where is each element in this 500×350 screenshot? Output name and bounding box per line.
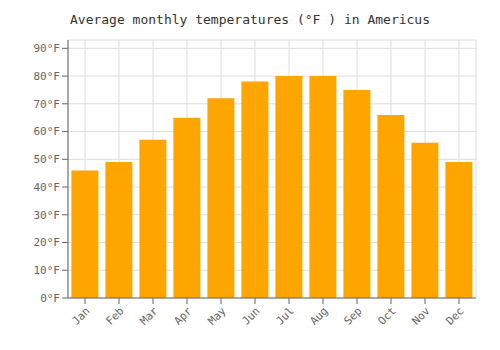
svg-text:Feb: Feb (103, 304, 126, 327)
svg-text:Apr: Apr (171, 304, 195, 328)
svg-text:Oct: Oct (375, 304, 398, 327)
svg-text:Mar: Mar (137, 304, 161, 328)
html-text:Average monthly temperatures (: Average monthly temperatures (°F ) in Am… (70, 12, 430, 27)
svg-text:Jun: Jun (239, 304, 262, 327)
svg-text:20°F: 20°F (34, 236, 61, 249)
svg-text:30°F: 30°F (34, 209, 61, 222)
svg-text:40°F: 40°F (34, 181, 61, 194)
svg-text:Dec: Dec (443, 304, 466, 327)
svg-text:50°F: 50°F (34, 153, 61, 166)
svg-text:60°F: 60°F (34, 125, 61, 138)
svg-text:Jan: Jan (69, 304, 92, 327)
svg-text:Sep: Sep (341, 304, 364, 327)
svg-text:80°F: 80°F (34, 70, 61, 83)
svg-text:May: May (205, 304, 229, 328)
svg-text:0°F: 0°F (40, 292, 60, 305)
svg-text:Jul: Jul (273, 304, 296, 327)
svg-text:10°F: 10°F (34, 264, 61, 277)
svg-text:70°F: 70°F (34, 98, 61, 111)
svg-text:Aug: Aug (307, 304, 330, 327)
svg-text:Nov: Nov (409, 304, 433, 328)
svg-text:90°F: 90°F (34, 42, 61, 55)
